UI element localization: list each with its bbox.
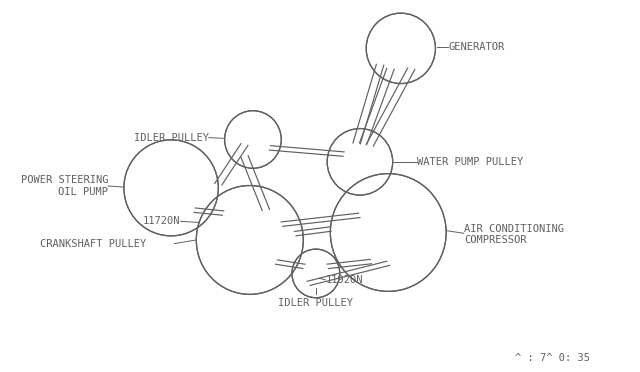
Text: AIR CONDITIONING
COMPRESSOR: AIR CONDITIONING COMPRESSOR: [464, 224, 564, 245]
Text: 11920N: 11920N: [325, 275, 363, 285]
Text: CRANKSHAFT PULLEY: CRANKSHAFT PULLEY: [40, 239, 146, 248]
Text: WATER PUMP PULLEY: WATER PUMP PULLEY: [417, 157, 523, 167]
Text: POWER STEERING
OIL PUMP: POWER STEERING OIL PUMP: [20, 175, 108, 197]
Text: 11720N: 11720N: [143, 217, 180, 226]
Text: GENERATOR: GENERATOR: [448, 42, 504, 51]
Text: IDLER PULLEY: IDLER PULLEY: [134, 133, 209, 142]
Text: ^ : 7^ 0: 35: ^ : 7^ 0: 35: [515, 353, 589, 363]
Text: IDLER PULLEY: IDLER PULLEY: [278, 298, 353, 308]
